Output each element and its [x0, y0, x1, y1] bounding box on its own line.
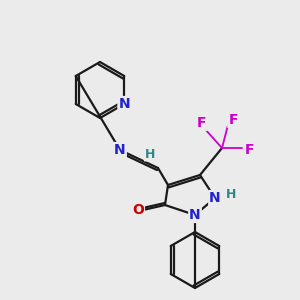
Text: N: N	[209, 191, 221, 205]
Text: F: F	[244, 143, 254, 157]
Text: H: H	[145, 148, 155, 160]
Text: F: F	[197, 116, 207, 130]
Text: H: H	[226, 188, 236, 202]
Text: O: O	[132, 203, 144, 217]
Text: N: N	[114, 143, 126, 157]
Text: F: F	[228, 113, 238, 127]
Text: N: N	[118, 97, 130, 111]
Text: N: N	[189, 208, 201, 222]
